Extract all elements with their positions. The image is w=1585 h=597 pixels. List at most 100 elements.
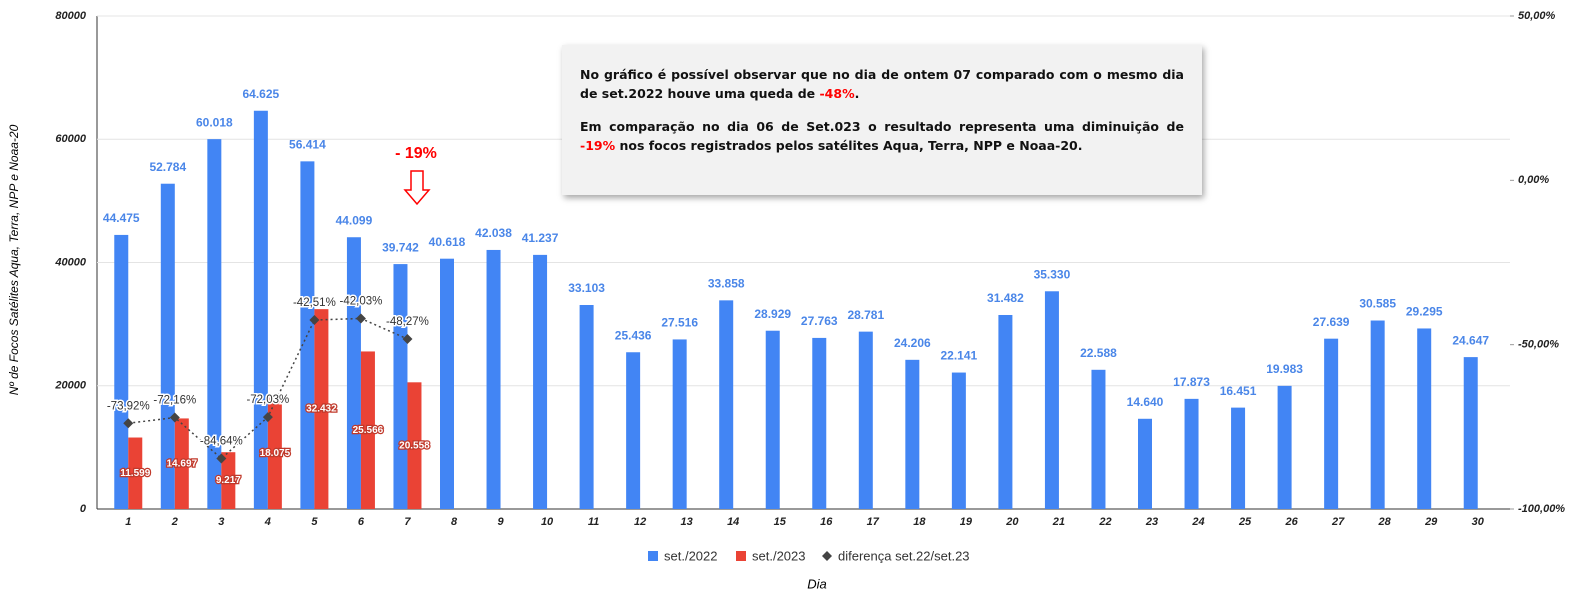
y-tick-label: 40000 [54,256,86,268]
x-tick-label: 11 [588,516,599,528]
value-label: 25.436 [615,328,652,342]
y2-tick-label: 0,00% [1518,174,1549,186]
value-label: 32.432 [306,404,337,415]
x-tick-label: 28 [1378,516,1392,528]
x-tick-label: 18 [913,516,926,528]
value-label: 33.858 [708,277,745,291]
value-label: 27.516 [661,316,698,330]
bar [533,254,548,509]
x-tick-label: 14 [727,516,739,528]
value-label: 28.781 [847,308,884,322]
x-tick-label: 30 [1472,516,1485,528]
value-label: 16.451 [1220,384,1257,398]
y-tick-label: 0 [80,503,87,515]
value-label: 14.640 [1127,395,1164,409]
x-tick-label: 5 [311,516,318,528]
x-tick-label: 6 [358,516,365,528]
x-tick-label: 20 [1005,516,1019,528]
y-axis-title: Nº de Focos Satélites Aqua, Terra, NPP e… [7,124,21,395]
y-tick-label: 60000 [55,133,86,145]
note-paragraph: No gráfico é possível observar que no di… [580,65,1184,103]
x-tick-label: 3 [218,516,224,528]
value-label: -42,51% [293,297,336,309]
value-label: 64.625 [243,87,280,101]
value-label: 22.588 [1080,346,1117,360]
value-label: 17.873 [1173,375,1210,389]
value-label: 60.018 [196,115,233,129]
value-label: 35.330 [1034,267,1071,281]
bar [486,249,501,509]
x-tick-label: 13 [681,516,693,528]
note-text: -48% [819,86,855,101]
bar [267,397,282,509]
value-label: 11.599 [120,468,150,479]
value-label: 19.983 [1266,362,1303,376]
value-label: 22.141 [941,349,978,363]
y-tick-label: 20000 [54,380,86,392]
x-tick-label: 4 [264,516,271,528]
value-label: -72,03% [246,394,289,406]
value-label: 9.217 [216,475,241,486]
value-label: 31.482 [987,291,1024,305]
note-paragraph: Em comparação no dia 06 de Set.023 o res… [580,117,1184,155]
x-tick-label: 2 [171,516,178,528]
value-label: 27.763 [801,314,838,328]
value-label: 24.206 [894,336,931,350]
bar [221,452,236,509]
bar [1417,328,1432,509]
x-tick-label: 10 [541,516,554,528]
point [355,313,366,324]
bar [128,437,143,509]
bar [765,330,780,509]
y-tick-label: 80000 [55,10,86,22]
x-tick-label: 21 [1052,516,1065,528]
x-tick-label: 24 [1191,516,1204,528]
x-axis-title: Dia [807,576,827,591]
value-label: 33.103 [568,281,605,295]
value-label: 28.929 [754,307,791,321]
bar [440,258,454,509]
x-tick-label: 25 [1238,516,1252,528]
note-text: nos focos registrados pelos satélites Aq… [615,138,1083,153]
value-label: 44.099 [336,213,373,227]
bar [579,305,594,509]
x-tick-label: 7 [404,516,411,528]
value-label: 42.038 [475,226,512,240]
point [216,453,227,464]
bar [114,234,129,510]
point [309,315,320,326]
value-label: -42,03% [340,296,383,308]
x-tick-label: 1 [125,516,131,528]
x-tick-label: 23 [1145,516,1158,528]
annotation-box: No gráfico é possível observar que no di… [562,45,1202,195]
legend-label: set./2023 [752,548,806,563]
value-label: 30.585 [1359,297,1396,311]
value-label: 18.075 [260,448,291,459]
x-tick-label: 27 [1331,516,1345,528]
bar [314,309,329,509]
x-tick-label: 22 [1098,516,1111,528]
x-tick-label: 16 [820,516,833,528]
note-text: -19% [580,138,616,153]
value-label: 40.618 [429,235,466,249]
bar [998,314,1013,509]
bar [160,183,175,509]
legend-label: diferença set.22/set.23 [838,548,970,563]
value-label: 14.697 [167,458,198,469]
x-tick-label: 19 [960,516,973,528]
x-tick-label: 9 [497,516,504,528]
bar [1277,385,1292,509]
y2-tick-label: -100,00% [1518,503,1565,515]
bar [207,139,222,509]
x-tick-label: 12 [634,516,646,528]
value-label: 25.566 [353,425,384,436]
point [169,412,180,423]
y2-tick-label: 50,00% [1518,10,1556,22]
legend-label: set./2022 [664,548,718,563]
bar [1324,338,1339,509]
legend-swatch [822,551,832,561]
point [262,412,273,423]
bar [300,161,315,509]
